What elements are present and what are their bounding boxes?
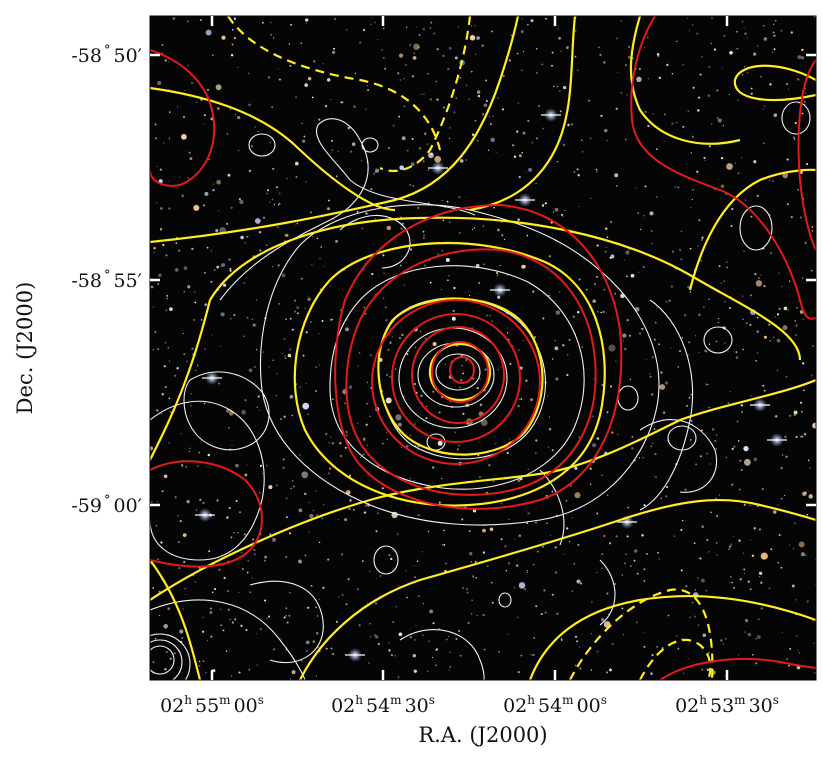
contour-overlays (150, 16, 816, 680)
y-tick-label-1: -58 ° 55′ (71, 268, 142, 292)
red-contours (150, 16, 816, 680)
y-tick-label-2: -59 ° 00′ (71, 493, 142, 517)
x-tick-label-0: 02h 55m 00s (160, 693, 264, 717)
x-tick-label-1: 02h 54m 30s (331, 693, 435, 717)
plot-frame (149, 15, 817, 681)
x-tick-labels: 02h 55m 00s 02h 54m 30s 02h 54m 00s 02h 53m 30s (160, 693, 779, 717)
y-tick-label-0: -58 ° 50′ (71, 43, 142, 67)
star-field (150, 16, 816, 680)
x-tick-label-2: 02h 54m 00s (503, 693, 607, 717)
x-tick-label-3: 02h 53m 30s (675, 693, 779, 717)
yellow-contours (150, 16, 816, 680)
axis-ticks (150, 16, 816, 680)
y-axis-title: Dec. (J2000) (13, 282, 37, 415)
white-contours (150, 101, 811, 680)
x-axis-title: R.A. (J2000) (418, 723, 547, 747)
y-tick-labels: -58 ° 50′ -58 ° 55′ -59 ° 00′ (71, 43, 142, 517)
